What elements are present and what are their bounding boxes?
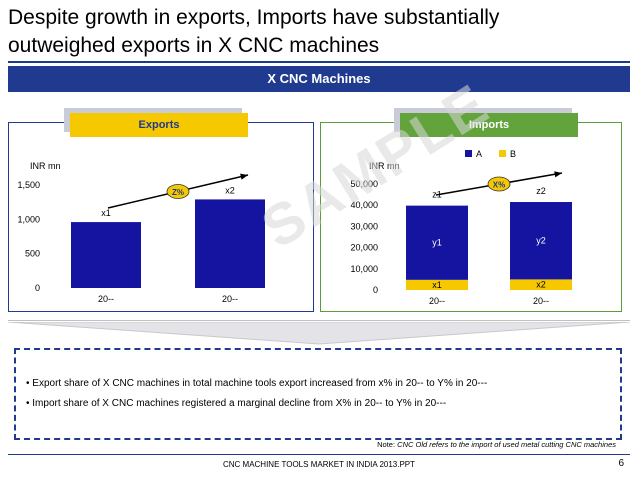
import-bar-segment	[510, 279, 572, 290]
title-divider	[8, 61, 630, 63]
section-divider	[8, 320, 630, 321]
legend-label: B	[510, 149, 516, 159]
legend-swatch	[465, 150, 472, 157]
growth-arrow-head-icon	[554, 171, 562, 178]
segment-data-label: x1	[432, 280, 442, 290]
footnote: Note: CNC Old refers to the import of us…	[377, 440, 616, 449]
y-tick-label: 0	[373, 285, 378, 295]
y-tick-label: 50,000	[350, 179, 378, 189]
segment-data-label: x2	[536, 280, 546, 290]
bar-data-label: x2	[225, 185, 235, 195]
import-bar-segment	[510, 202, 572, 280]
segment-data-label: y2	[536, 236, 546, 246]
y-axis-unit-label: INR mn	[30, 161, 61, 171]
y-tick-label: 1,000	[17, 214, 40, 224]
import-bar-segment	[406, 279, 468, 290]
growth-rate-label: Z%	[172, 188, 184, 197]
y-tick-label: 10,000	[350, 264, 378, 274]
imports-chart: INR mn 0 10,000 20,000 30,000 40,000 50,000 A Bx…	[350, 149, 572, 306]
segment-data-label: y1	[432, 238, 442, 248]
y-tick-label: 0	[35, 283, 40, 293]
page-number: 6	[618, 458, 624, 469]
growth-badge	[487, 176, 511, 192]
y-axis-unit-label: INR mn	[369, 161, 400, 171]
growth-badge	[166, 184, 190, 199]
slide-title: Despite growth in exports, Imports have …	[8, 6, 500, 57]
y-tick-label: 1,500	[17, 180, 40, 190]
y-tick-label: 30,000	[350, 221, 378, 231]
exports-chart: INR mn 0 500 1,000 1,500 x1 20-- x2 20-- Z%	[17, 161, 265, 304]
exports-label: Exports	[70, 113, 248, 137]
y-tick-label: 500	[25, 249, 40, 259]
export-bar	[195, 199, 265, 288]
legend-swatch	[499, 150, 506, 157]
footnote-text: CNC Old refers to the import of used met…	[397, 440, 616, 449]
import-bar-segment	[406, 205, 468, 280]
finding-export-share: • Export share of X CNC machines in tota…	[26, 378, 488, 389]
key-findings-box: • Export share of X CNC machines in tota…	[14, 348, 622, 440]
finding-import-share: • Import share of X CNC machines registe…	[26, 398, 447, 409]
bar-total-label: z2	[536, 186, 546, 196]
y-tick-label: 40,000	[350, 200, 378, 210]
growth-arrow-head-icon	[240, 173, 248, 180]
footnote-prefix: Note:	[377, 440, 398, 449]
footer-divider	[8, 454, 630, 455]
footer-text: CNC MACHINE TOOLS MARKET IN INDIA 2013.P…	[222, 460, 416, 469]
x-tick-label: 20--	[98, 294, 114, 304]
x-tick-label: 20--	[222, 294, 238, 304]
x-tick-label: 20--	[533, 296, 549, 306]
x-tick-label: 20--	[429, 296, 445, 306]
legend-label: A	[476, 149, 482, 159]
down-arrow-icon	[8, 322, 630, 345]
imports-label: Imports	[400, 113, 578, 137]
bar-data-label: x1	[101, 208, 111, 218]
y-tick-label: 20,000	[350, 243, 378, 253]
section-banner: X CNC Machines	[8, 66, 630, 92]
export-bar	[71, 222, 141, 288]
growth-rate-label: X%	[493, 181, 505, 190]
